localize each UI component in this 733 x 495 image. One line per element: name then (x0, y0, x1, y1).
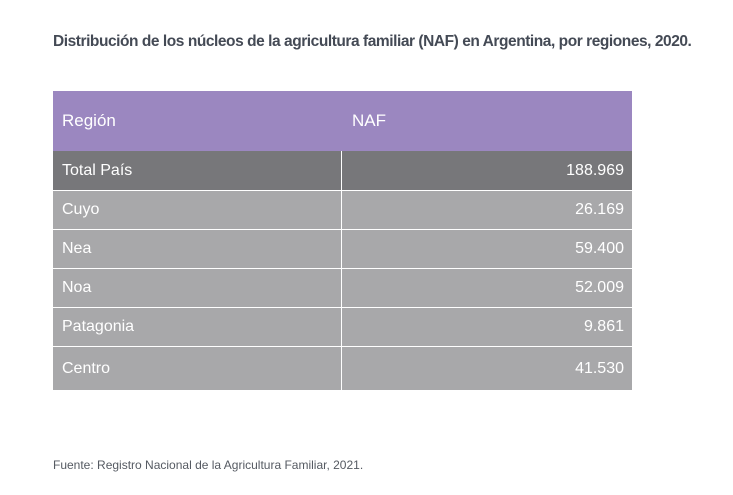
naf-table: Región NAF Total País 188.969 Cuyo 26.16… (53, 91, 632, 390)
naf-cell: 59.400 (575, 240, 624, 257)
source-note: Fuente: Registro Nacional de la Agricult… (53, 458, 364, 472)
table-row: Nea 59.400 (53, 230, 632, 269)
naf-cell: 41.530 (575, 359, 624, 377)
naf-cell: 52.009 (575, 279, 624, 296)
table-row: Centro 41.530 (53, 347, 632, 390)
table-row-total: Total País 188.969 (53, 151, 632, 191)
page-title: Distribución de los núcleos de la agricu… (53, 33, 692, 50)
header-region: Región (62, 111, 116, 130)
table-row: Noa 52.009 (53, 269, 632, 308)
region-cell: Nea (53, 230, 342, 268)
table-header-row: Región NAF (53, 91, 632, 151)
table-row: Cuyo 26.169 (53, 191, 632, 230)
naf-cell: 26.169 (575, 201, 624, 218)
region-cell: Patagonia (53, 308, 342, 346)
naf-cell: 9.861 (583, 318, 624, 335)
region-cell: Noa (53, 269, 342, 307)
region-cell: Cuyo (53, 191, 342, 229)
naf-cell: 188.969 (566, 161, 624, 179)
region-cell: Total País (53, 151, 342, 190)
region-cell: Centro (53, 347, 342, 390)
header-naf: NAF (352, 111, 386, 130)
table-row: Patagonia 9.861 (53, 308, 632, 347)
